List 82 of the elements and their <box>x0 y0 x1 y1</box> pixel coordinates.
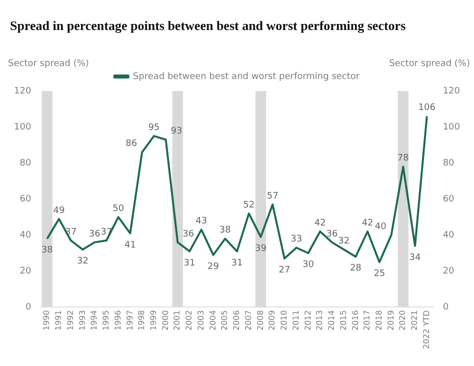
y2-tick-label: 20 <box>442 266 455 276</box>
data-label: 106 <box>418 103 436 114</box>
data-label: 38 <box>41 246 54 256</box>
y-tick-label: 40 <box>20 230 32 240</box>
y-tick-label: 20 <box>20 266 32 276</box>
x-tick-label: 2018 <box>374 310 384 331</box>
y-tick-label: 80 <box>20 158 32 168</box>
x-tick-label: 1999 <box>149 310 158 331</box>
y2-tick-label: 0 <box>442 302 449 313</box>
y2-tick-label: 100 <box>442 122 460 132</box>
x-tick-label: 2007 <box>244 310 253 331</box>
y2-tick-label: 120 <box>442 86 460 96</box>
x-tick-label: 2000 <box>160 310 170 331</box>
x-tick-label: 2012 <box>303 310 312 331</box>
x-tick-label: 2010 <box>280 310 289 331</box>
data-label: 28 <box>350 264 362 274</box>
x-tick-label: 2019 <box>386 310 396 331</box>
x-tick-label: 1991 <box>54 310 64 331</box>
x-tick-label: 1992 <box>66 310 75 331</box>
x-tick-label: 2022 YTD <box>422 310 431 350</box>
y2-axis-title: Sector spread (%) <box>389 59 470 69</box>
x-tick-label: 2008 <box>256 310 265 331</box>
data-label: 27 <box>278 266 290 276</box>
data-label: 29 <box>208 262 220 272</box>
x-tick-label: 1993 <box>78 310 87 331</box>
x-tick-label: 1995 <box>102 310 111 331</box>
y-axis-title: Sector spread (%) <box>8 59 89 69</box>
y2-tick-label: 40 <box>442 230 455 240</box>
x-tick-label: 2013 <box>315 310 324 331</box>
data-label: 57 <box>266 191 278 202</box>
data-label: 86 <box>126 139 138 150</box>
x-tick-label: 2005 <box>220 310 230 331</box>
y2-tick-label: 60 <box>442 194 455 204</box>
data-label: 50 <box>112 204 124 214</box>
y-tick-label: 0 <box>25 302 32 313</box>
x-tick-label: 2009 <box>268 310 277 331</box>
data-label: 36 <box>182 229 194 240</box>
x-tick-label: 2003 <box>196 310 206 331</box>
data-label: 32 <box>338 236 350 247</box>
x-tick-label: 1998 <box>137 310 146 331</box>
chart-title: Spread in percentage points between best and worst performing sectors <box>10 18 407 34</box>
data-label: 78 <box>397 154 410 164</box>
y-tick-label: 60 <box>20 194 32 204</box>
x-tick-label: 2017 <box>362 310 372 331</box>
data-label: 38 <box>219 226 232 236</box>
data-label: 32 <box>76 256 88 267</box>
x-tick-label: 1996 <box>113 310 122 331</box>
x-tick-label: 1990 <box>42 310 52 331</box>
legend-label: Spread between best and worst performing sector <box>132 72 360 82</box>
x-tick-label: 2001 <box>172 310 182 331</box>
data-label: 42 <box>362 218 374 229</box>
x-tick-label: 2016 <box>350 310 360 331</box>
data-label: 52 <box>243 200 255 210</box>
data-label: 93 <box>170 126 182 137</box>
data-label: 43 <box>196 216 208 227</box>
data-label: 40 <box>374 222 387 232</box>
x-tick-label: 2011 <box>291 310 300 331</box>
x-tick-label: 2014 <box>327 310 336 331</box>
data-label: 34 <box>409 252 422 263</box>
data-label: 49 <box>53 206 65 216</box>
data-label: 30 <box>302 260 314 270</box>
data-label: 25 <box>374 269 386 280</box>
data-label: 31 <box>184 258 196 268</box>
x-tick-label: 2006 <box>232 310 242 331</box>
data-label: 36 <box>326 229 338 240</box>
x-tick-label: 1997 <box>125 310 134 331</box>
x-tick-label: 2021 <box>410 310 420 331</box>
x-tick-label: 2020 <box>398 310 408 331</box>
y-tick-label: 100 <box>14 122 32 132</box>
y-tick-label: 120 <box>14 86 32 96</box>
x-tick-label: 2004 <box>208 310 218 331</box>
x-tick-label: 2015 <box>338 310 348 331</box>
x-tick-label: 2002 <box>184 310 194 331</box>
y2-tick-label: 80 <box>442 158 455 168</box>
data-label: 95 <box>148 123 160 134</box>
data-label: 39 <box>255 244 267 254</box>
data-label: 33 <box>290 234 302 245</box>
data-label: 36 <box>88 229 101 240</box>
data-label: 31 <box>231 258 243 268</box>
data-label: 42 <box>314 218 326 229</box>
x-tick-label: 1994 <box>90 310 99 331</box>
data-label: 41 <box>124 240 136 250</box>
